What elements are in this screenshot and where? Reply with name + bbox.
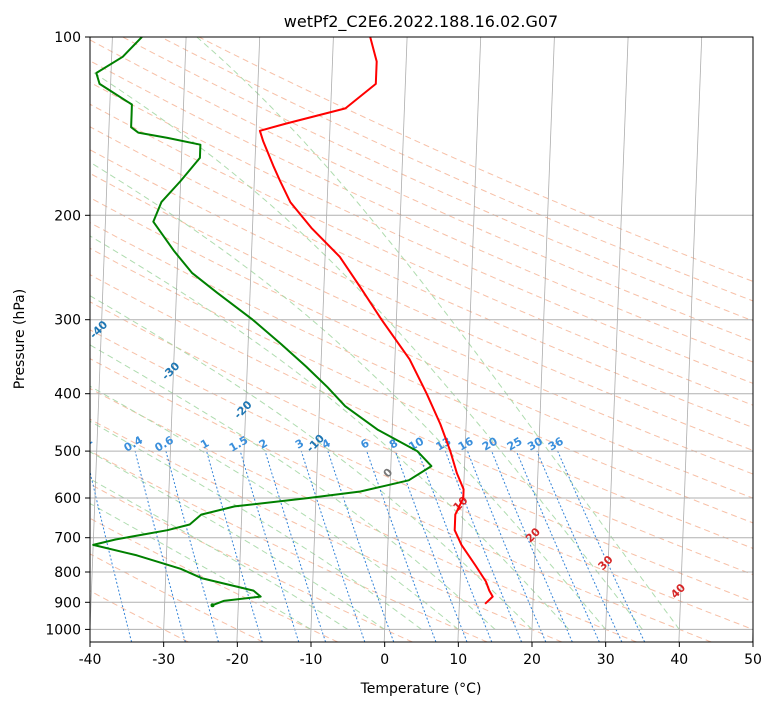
mixing-ratio-line (264, 450, 327, 642)
dry-adiabat (90, 553, 264, 642)
x-tick-label: 20 (523, 652, 541, 668)
mixing-ratio-line (444, 450, 523, 642)
isotherm (162, 37, 187, 642)
isotherm (236, 37, 261, 642)
x-tick-label: 40 (670, 652, 688, 668)
dry-adiabat (90, 81, 753, 384)
isotherm-label: 40 (668, 581, 688, 601)
dry-adiabat (90, 590, 189, 642)
x-tick-label: 10 (449, 652, 467, 668)
mixing-ratio-line (536, 450, 623, 642)
mixing-ratio-line (491, 450, 573, 642)
isotherm-label: -20 (231, 398, 254, 421)
moist-adiabat (90, 385, 459, 630)
temperature-profile (258, 37, 494, 605)
moist-adiabat (90, 235, 570, 630)
isotherm (457, 37, 482, 642)
moist-adiabat (90, 69, 643, 630)
mixing-ratio-line (394, 450, 468, 642)
y-tick-label: 1000 (45, 622, 81, 638)
x-tick-label: 0 (380, 652, 389, 668)
dry-adiabat (90, 418, 563, 642)
dry-adiabat (160, 37, 753, 302)
mixing-ratio-line (134, 450, 186, 642)
isotherm-label: -40 (87, 318, 110, 341)
x-tick-label: 30 (597, 652, 615, 668)
isotherm (752, 618, 753, 642)
x-axis-label: Temperature (°C) (360, 681, 482, 697)
dewpoint-profile (92, 37, 433, 607)
mixing-ratio-label: 3 (293, 437, 306, 452)
isotherm-label: -30 (159, 359, 182, 382)
dry-adiabat (122, 37, 753, 322)
dry-adiabat (90, 387, 637, 642)
y-tick-label: 100 (54, 30, 81, 46)
mixing-ratio-line (515, 450, 600, 642)
dry-adiabat (90, 39, 753, 342)
mixing-ratio-line (366, 450, 437, 642)
mixing-ratio-label: 0.2 (72, 434, 95, 455)
mixing-ratio-line (90, 469, 133, 642)
dry-adiabat (90, 517, 339, 642)
isotherm (310, 37, 334, 642)
y-tick-label: 700 (54, 531, 81, 547)
isotherm-label: 0 (381, 466, 396, 481)
mixing-ratio-line (417, 450, 493, 642)
dewpoint-start-marker (210, 603, 215, 608)
isotherm (678, 37, 703, 642)
dry-adiabat (90, 149, 753, 452)
moist-adiabat (90, 451, 385, 630)
y-tick-label: 400 (54, 387, 81, 403)
isotherm-label: 20 (523, 525, 543, 545)
mixing-ratio-label: 6 (358, 436, 371, 451)
dry-adiabat (90, 247, 753, 549)
isotherm-label: 30 (596, 553, 616, 573)
dry-adiabat (90, 60, 753, 363)
y-tick-label: 600 (54, 491, 81, 507)
moist-adiabat (196, 37, 680, 630)
chart-title: wetPf2_C2E6.2022.188.16.02.G07 (284, 12, 558, 32)
dry-adiabat (90, 358, 712, 642)
x-tick-label: 50 (744, 652, 762, 668)
isotherm (531, 37, 555, 642)
x-tick-label: -20 (226, 652, 249, 668)
mixing-ratio-line (206, 450, 263, 642)
mixing-ratio-line (467, 450, 547, 642)
mixing-ratio-line (239, 450, 300, 642)
dry-adiabat (198, 37, 753, 282)
x-tick-label: -30 (152, 652, 175, 668)
x-tick-label: -40 (79, 652, 102, 668)
y-tick-label: 500 (54, 444, 81, 460)
moist-adiabat (90, 478, 349, 630)
moist-adiabat (90, 344, 496, 630)
mixing-ratio-line (165, 450, 219, 642)
isotherm (90, 37, 113, 640)
y-tick-label: 200 (54, 208, 81, 224)
mixing-ratio-line (557, 450, 646, 642)
x-tick-label: -10 (300, 652, 323, 668)
mixing-ratio-label: 1 (198, 437, 211, 452)
mixing-ratio-label: 0.1 (25, 434, 48, 455)
moist-adiabat (90, 161, 607, 630)
dry-adiabat (90, 483, 413, 642)
isotherm (604, 37, 629, 642)
dry-adiabat (90, 172, 753, 475)
plot-frame (89, 36, 754, 643)
mixing-ratio-line (327, 450, 395, 642)
dry-adiabat (90, 450, 488, 642)
y-tick-label: 300 (54, 313, 81, 329)
y-tick-label: 800 (54, 565, 81, 581)
dry-adiabat (90, 197, 753, 499)
y-axis-label: Pressure (hPa) (12, 289, 28, 389)
moist-adiabat (90, 420, 422, 630)
y-tick-label: 900 (54, 595, 81, 611)
mixing-ratio-line (300, 450, 366, 642)
